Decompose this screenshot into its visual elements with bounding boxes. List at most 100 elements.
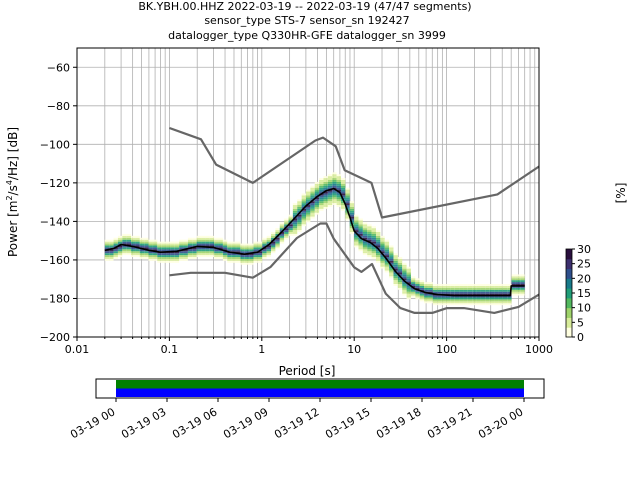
heatmap-cell xyxy=(297,205,302,207)
heatmap-cell xyxy=(345,214,350,217)
heatmap-cell xyxy=(231,245,237,248)
heatmap-cell xyxy=(354,214,359,217)
heatmap-cell xyxy=(301,212,307,215)
heatmap-cell xyxy=(301,222,307,225)
heatmap-cell xyxy=(104,241,110,244)
heatmap-cell xyxy=(336,174,341,177)
heatmap-cell xyxy=(187,237,193,240)
y-label-superscript-1: 2 xyxy=(5,195,14,200)
heatmap-cell xyxy=(196,251,202,254)
colorbar-label: [%] xyxy=(614,183,628,204)
heatmap-cell xyxy=(384,239,390,242)
heatmap-cell xyxy=(380,257,385,259)
heatmap-cell xyxy=(397,287,403,290)
heatmap-cell xyxy=(131,247,136,250)
heatmap-cell xyxy=(187,257,193,259)
heatmap-cell xyxy=(214,245,219,248)
heatmap-cell xyxy=(354,235,359,238)
heatmap-cell xyxy=(314,187,320,190)
heatmap-cell xyxy=(275,237,280,240)
heatmap-cell xyxy=(371,255,376,258)
heatmap-cell xyxy=(367,249,372,252)
heatmap-cell xyxy=(117,255,123,258)
heatmap-cell xyxy=(222,241,228,244)
heatmap-cell xyxy=(196,249,202,252)
heatmap-cell xyxy=(459,289,464,292)
heatmap-cell xyxy=(494,289,499,292)
heatmap-cell xyxy=(179,258,184,261)
heatmap-cell xyxy=(314,197,320,200)
x-tick-label: 0.01 xyxy=(65,343,90,356)
heatmap-cell xyxy=(340,178,346,180)
heatmap-cell xyxy=(284,230,289,232)
heatmap-cell xyxy=(139,239,145,242)
heatmap-cell xyxy=(314,208,320,211)
heatmap-cell xyxy=(384,266,390,269)
heatmap-cell xyxy=(152,253,158,256)
heatmap-cell xyxy=(244,249,250,252)
heatmap-cell xyxy=(432,295,438,298)
heatmap-cell xyxy=(135,251,140,254)
heatmap-cell xyxy=(358,247,363,250)
heatmap-cell xyxy=(380,245,385,248)
heatmap-cell xyxy=(144,247,149,250)
heatmap-cell xyxy=(266,249,272,252)
heatmap-cell xyxy=(393,257,398,259)
heatmap-cell xyxy=(371,235,376,238)
heatmap-cell xyxy=(515,293,521,296)
heatmap-cell xyxy=(332,185,337,188)
heatmap-cell xyxy=(161,247,167,250)
heatmap-cell xyxy=(152,257,158,259)
heatmap-cell xyxy=(402,278,407,281)
heatmap-cell xyxy=(113,243,118,246)
heatmap-cell xyxy=(231,258,237,261)
heatmap-cell xyxy=(292,218,298,221)
heatmap-cell xyxy=(327,195,333,198)
heatmap-cell xyxy=(419,299,425,302)
heatmap-cell xyxy=(249,243,254,246)
heatmap-cell xyxy=(463,297,468,300)
heatmap-cell xyxy=(135,235,140,238)
heatmap-cell xyxy=(472,303,477,306)
heatmap-cell xyxy=(174,247,180,250)
heatmap-cell xyxy=(183,241,188,244)
heatmap-cell xyxy=(306,201,311,204)
heatmap-cell xyxy=(271,251,276,254)
heatmap-cell xyxy=(489,301,495,304)
heatmap-cell xyxy=(113,241,118,244)
heatmap-cell xyxy=(244,245,250,248)
heatmap-cell xyxy=(227,258,232,261)
heatmap-cell xyxy=(441,303,446,306)
heatmap-cell xyxy=(170,245,175,248)
heatmap-cell xyxy=(306,205,311,207)
heatmap-cell xyxy=(454,297,460,300)
heatmap-cell xyxy=(196,253,202,256)
heatmap-cell xyxy=(139,251,145,254)
heatmap-cell xyxy=(240,249,245,252)
heatmap-cell xyxy=(279,233,285,236)
heatmap-cell xyxy=(480,295,486,298)
heatmap-cell xyxy=(122,251,127,254)
heatmap-cell xyxy=(310,201,315,204)
heatmap-cell xyxy=(336,178,341,180)
heatmap-cell xyxy=(266,235,272,238)
heatmap-cell xyxy=(485,285,490,288)
heatmap-cell xyxy=(257,260,263,263)
heatmap-cell xyxy=(327,201,333,204)
heatmap-cell xyxy=(275,247,280,250)
heatmap-cell xyxy=(393,278,398,281)
heatmap-cell xyxy=(389,266,394,269)
heatmap-cell xyxy=(275,228,280,231)
heatmap-cell xyxy=(358,230,363,232)
heatmap-cell xyxy=(358,233,363,236)
heatmap-cell xyxy=(441,291,446,294)
heatmap-cell xyxy=(327,193,333,196)
heatmap-cell xyxy=(358,224,363,227)
heatmap-cell xyxy=(345,206,350,209)
heatmap-cell xyxy=(179,253,184,256)
heatmap-cell xyxy=(314,206,320,209)
heatmap-cell xyxy=(437,303,442,306)
heatmap-cell xyxy=(406,278,411,281)
heatmap-cell xyxy=(292,205,298,207)
heatmap-cell xyxy=(502,291,508,294)
